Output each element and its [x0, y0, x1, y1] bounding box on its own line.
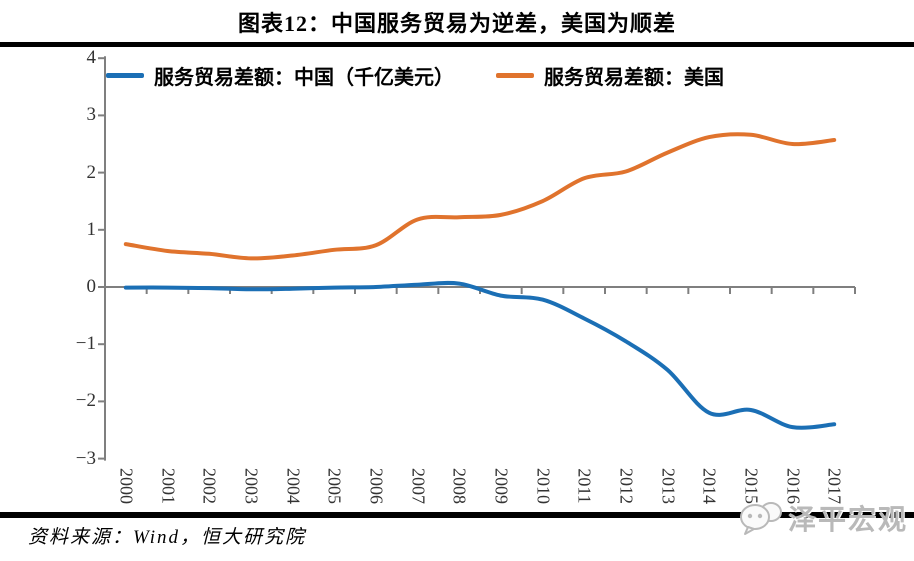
x-tick-label: 2003	[241, 468, 262, 504]
legend-item-china: 服务贸易差额：中国（千亿美元）	[106, 61, 454, 90]
x-tick-label: 2000	[116, 468, 137, 504]
x-tick-label: 2008	[449, 468, 470, 504]
y-tick-label: 3	[86, 104, 97, 126]
x-tick-label: 2011	[574, 468, 595, 504]
x-tick-label: 2004	[283, 468, 303, 504]
legend-label-china: 服务贸易差额：中国（千亿美元）	[154, 67, 454, 89]
x-tick-label: 2014	[699, 468, 720, 504]
y-tick-label: 1	[86, 218, 97, 240]
watermark: 泽平宏观	[738, 498, 908, 538]
x-tick-label: 2006	[366, 468, 387, 504]
china-series-line	[123, 280, 837, 430]
legend-label-us: 服务贸易差额：美国	[544, 67, 724, 89]
x-tick-label: 2013	[658, 468, 678, 504]
y-tick-label: 4	[86, 47, 97, 69]
x-tick-label: 2009	[491, 468, 512, 504]
x-tick-label: 2007	[408, 468, 428, 504]
legend-item-us: 服务贸易差额：美国	[496, 61, 724, 90]
x-tick-label: 2005	[324, 468, 345, 504]
x-tick-label: 2001	[158, 468, 178, 504]
y-tick-label: −1	[75, 333, 96, 355]
china-line-swatch	[106, 73, 144, 78]
chart-title: 图表12：中国服务贸易为逆差，美国为顺差	[237, 11, 676, 36]
chart-legend: 服务贸易差额：中国（千亿美元） 服务贸易差额：美国	[106, 61, 724, 90]
wechat-bubbles-icon	[739, 502, 782, 535]
source-note: 资料来源：Wind，恒大研究院	[28, 527, 307, 548]
x-tick-label: 2002	[199, 468, 220, 504]
top-divider-rule	[0, 42, 914, 47]
us-series-line	[123, 132, 837, 261]
x-tick-label: 2010	[533, 468, 553, 504]
bottom-divider-rule	[0, 512, 914, 518]
x-tick-label: 2012	[616, 468, 637, 504]
watermark-text: 泽平宏观	[787, 505, 908, 536]
y-tick-label: −3	[75, 447, 96, 469]
y-tick-label: −2	[75, 390, 96, 412]
y-tick-label: 2	[86, 161, 97, 183]
us-line-swatch	[496, 73, 534, 78]
y-tick-label: 0	[86, 276, 97, 297]
